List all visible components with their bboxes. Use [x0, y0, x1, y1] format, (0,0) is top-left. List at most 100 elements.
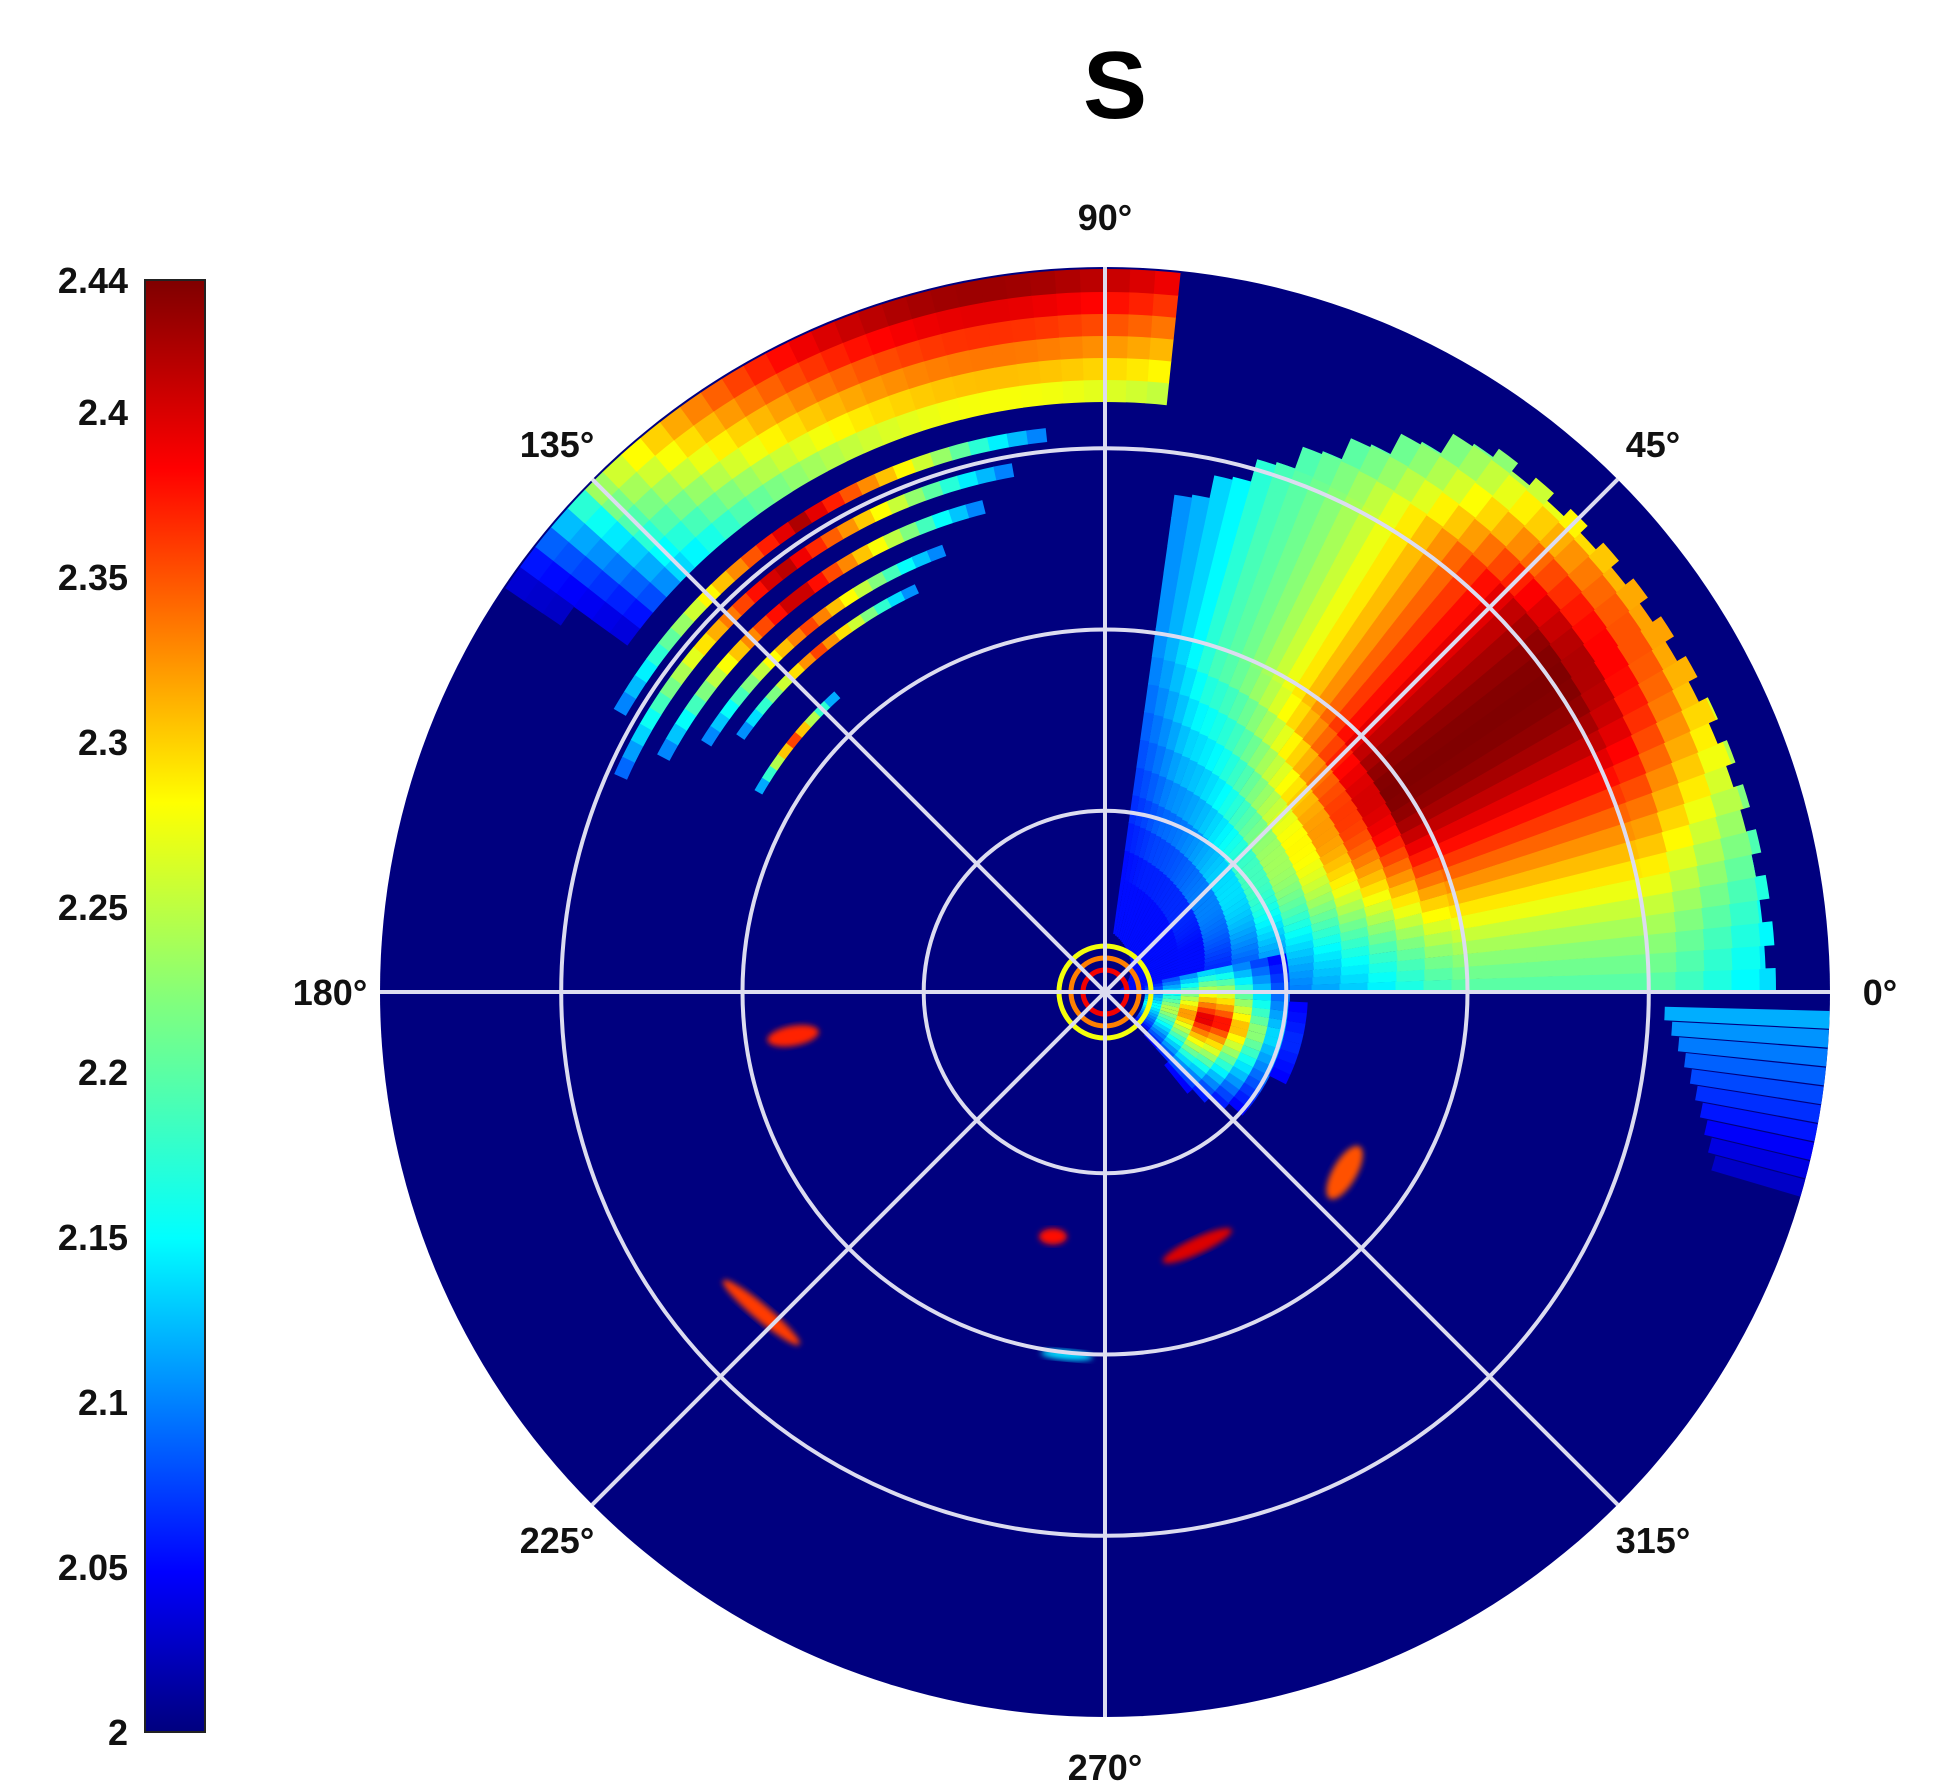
heat-cell — [1516, 739, 1551, 769]
angle-tick-label: 135° — [520, 424, 594, 465]
heat-cell — [1216, 826, 1240, 854]
heat-cell — [1340, 935, 1371, 951]
heat-cell — [1180, 607, 1201, 639]
heat-cell — [1339, 926, 1370, 942]
heat-cell — [1297, 570, 1326, 604]
heat-cell — [1204, 950, 1233, 964]
heat-cell — [1426, 491, 1460, 527]
heat-cell — [1147, 915, 1168, 940]
heat-cell — [1229, 924, 1258, 942]
heat-cell — [910, 452, 935, 473]
heat-cell — [1588, 542, 1619, 574]
heat-cell — [1254, 913, 1284, 931]
heat-cell — [1498, 768, 1533, 797]
heat-cell — [1177, 959, 1207, 971]
heat-cell — [1126, 335, 1151, 360]
heat-cell — [806, 421, 837, 452]
heat-cell — [1507, 976, 1537, 992]
heat-cell — [721, 365, 755, 399]
heat-cell — [1668, 865, 1702, 892]
heat-cell — [886, 591, 906, 608]
heat-cell — [1141, 863, 1157, 893]
heat-cell — [1312, 933, 1343, 948]
heat-cell — [1148, 336, 1174, 362]
heat-cell — [1591, 973, 1621, 992]
heat-cell — [1240, 868, 1268, 891]
heat-cell — [729, 686, 750, 707]
heat-cell — [1706, 697, 1718, 720]
heat-cell — [1414, 869, 1446, 891]
colorbar-tick-labels: 2 2.05 2.1 2.15 2.2 2.25 2.3 2.35 2.4 2.44 — [58, 260, 128, 1753]
heat-cell — [1141, 903, 1160, 930]
heat-cell — [1559, 889, 1592, 912]
heat-cell — [1529, 771, 1564, 800]
heat-cell — [1283, 924, 1314, 941]
heat-region-upper-left-arcs — [505, 268, 1181, 795]
heat-cell — [1129, 934, 1149, 960]
heat-cell — [1313, 958, 1343, 970]
heat-cell — [1356, 867, 1388, 889]
colorbar-bar — [144, 279, 206, 1733]
heat-cell — [683, 598, 708, 623]
heat-cell — [1695, 1085, 1822, 1123]
heat-cell — [836, 552, 859, 575]
heat-cell — [1175, 862, 1197, 890]
heat-cell — [894, 339, 925, 369]
heat-cell — [1213, 874, 1240, 898]
heat-cell — [1119, 912, 1131, 941]
heat-cell — [935, 397, 963, 425]
heat-cell — [958, 301, 988, 329]
heat-cell — [1178, 1007, 1198, 1017]
heat-cell — [1218, 684, 1240, 716]
heat-cell — [1441, 504, 1477, 540]
heat-cell — [1424, 967, 1454, 981]
heat-cell — [1284, 562, 1311, 596]
heat-cell — [804, 536, 828, 559]
heat-cell — [1419, 893, 1451, 913]
heat-cell — [1358, 444, 1391, 481]
heat-cell — [1176, 1015, 1196, 1026]
heat-cell — [1150, 314, 1176, 340]
heat-cell — [1703, 765, 1734, 795]
heat-cell — [1256, 926, 1287, 943]
heat-cell — [1346, 469, 1378, 505]
heat-cell — [1376, 594, 1408, 629]
heat-cell — [1248, 1022, 1269, 1036]
heat-cell — [806, 571, 830, 594]
heat-cell — [1281, 660, 1308, 693]
heat-cell — [1326, 662, 1356, 695]
heat-cell — [1162, 983, 1182, 989]
heat-cell — [1335, 597, 1366, 631]
heat-cell — [755, 696, 773, 716]
heat-cell — [1479, 963, 1510, 979]
heat-cell — [1206, 1068, 1226, 1086]
heat-cell — [681, 646, 705, 671]
heat-cell — [1191, 888, 1216, 912]
heat-cell — [534, 527, 569, 562]
colorbar-tick-label: 2.3 — [78, 722, 128, 763]
heat-cell — [1759, 968, 1777, 992]
heat-cell — [1217, 1050, 1238, 1067]
heat-cell — [1220, 1078, 1241, 1098]
heat-cell — [679, 392, 714, 426]
angle-tick-label: 0° — [1863, 972, 1897, 1013]
heat-cell — [1252, 974, 1272, 985]
heat-cell — [1619, 772, 1654, 803]
heat-cell — [1138, 897, 1155, 926]
heat-cell — [1439, 712, 1472, 743]
heat-cell — [1192, 1021, 1213, 1033]
heat-cell — [1151, 965, 1180, 977]
heat-cell — [1033, 314, 1060, 340]
heat-cell — [1338, 916, 1369, 934]
heat-cell — [1392, 572, 1425, 606]
heat-cell — [1205, 776, 1227, 807]
heat-cell — [1151, 744, 1167, 775]
heat-cell — [1388, 878, 1420, 899]
heat-cell — [1447, 726, 1480, 756]
heat-cell — [892, 459, 916, 480]
heat-cell — [1344, 771, 1375, 800]
heat-cell — [1271, 872, 1301, 894]
heat-cell — [1421, 441, 1442, 455]
heat-cell — [1256, 789, 1282, 818]
heat-cell — [1280, 529, 1308, 563]
